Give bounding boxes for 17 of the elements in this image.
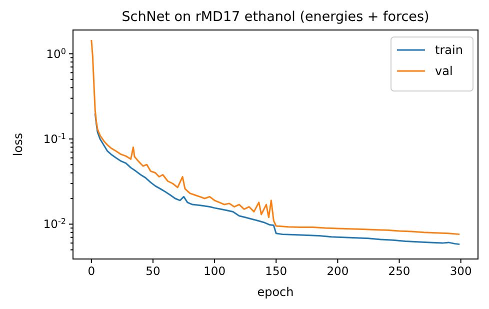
y-axis-title: loss — [11, 132, 25, 156]
legend-label: train — [435, 43, 463, 57]
x-axis-title: epoch — [257, 285, 294, 299]
x-tick-label: 300 — [450, 264, 472, 278]
x-tick-label: 150 — [265, 264, 288, 278]
y-tick-label: 10$^{-1}$ — [43, 131, 66, 146]
x-tick-label: 50 — [146, 264, 160, 278]
x-tick-label: 250 — [388, 264, 410, 278]
legend-label: val — [435, 64, 453, 78]
x-tick-label: 100 — [204, 264, 226, 278]
x-tick-label: 200 — [326, 264, 349, 278]
y-tick-label: 10$^{-2}$ — [43, 216, 66, 232]
line-series — [94, 112, 460, 246]
line-series — [90, 39, 460, 236]
chart-title: SchNet on rMD17 ethanol (energies + forces) — [122, 9, 430, 25]
x-tick-label: 0 — [88, 264, 96, 278]
y-tick-label: 10$^{0}$ — [46, 46, 66, 61]
